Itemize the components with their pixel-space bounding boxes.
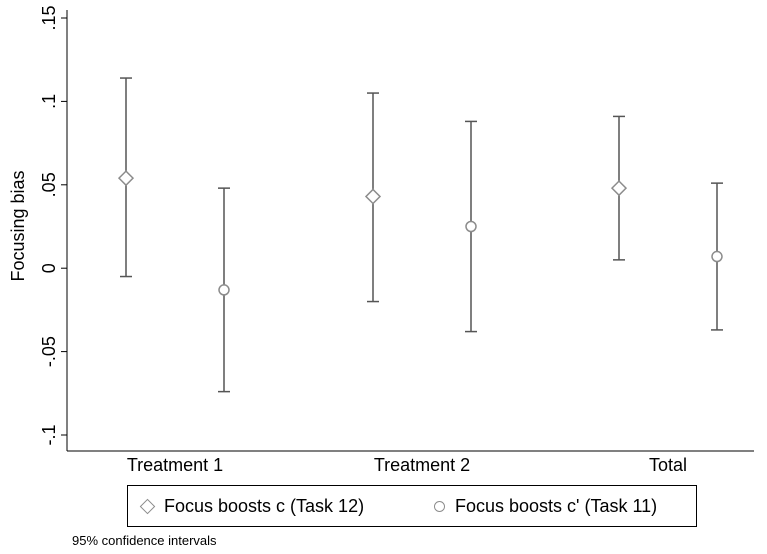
legend-label-series-2: Focus boosts c' (Task 11) (455, 495, 658, 516)
y-tick-label: 0 (39, 263, 59, 273)
chart-note: 95% confidence intervals (72, 533, 217, 548)
y-tick-label: -.1 (39, 424, 59, 445)
diamond-marker (364, 188, 382, 205)
y-tick-label: .1 (39, 94, 59, 109)
y-tick-label: -.05 (39, 336, 59, 367)
diamond-marker-icon (140, 499, 154, 513)
x-category-label: Treatment 1 (127, 455, 223, 475)
x-category-label: Treatment 2 (374, 455, 470, 475)
circle-marker (465, 220, 477, 233)
error-bars (120, 77, 723, 393)
circle-marker (218, 284, 230, 296)
circle-marker (711, 250, 723, 263)
legend-item-series-2: Focus boosts c' (Task 11) (434, 486, 657, 526)
diamond-marker (117, 170, 135, 187)
y-axis: -.1 -.05 0 .05 .1 .15 (39, 5, 68, 451)
data-markers (117, 170, 723, 296)
legend: Focus boosts c (Task 12) Focus boosts c'… (127, 485, 697, 527)
circle-marker-icon (434, 500, 445, 512)
y-axis-label: Focusing bias (8, 170, 28, 281)
diamond-marker (610, 180, 628, 197)
y-tick-label: .15 (39, 5, 59, 30)
legend-label-series-1: Focus boosts c (Task 12) (164, 495, 365, 516)
x-axis: Treatment 1 Treatment 2 Total (67, 450, 754, 475)
legend-item-series-1: Focus boosts c (Task 12) (140, 486, 364, 526)
x-category-label: Total (649, 455, 687, 475)
y-tick-label: .05 (39, 172, 59, 197)
